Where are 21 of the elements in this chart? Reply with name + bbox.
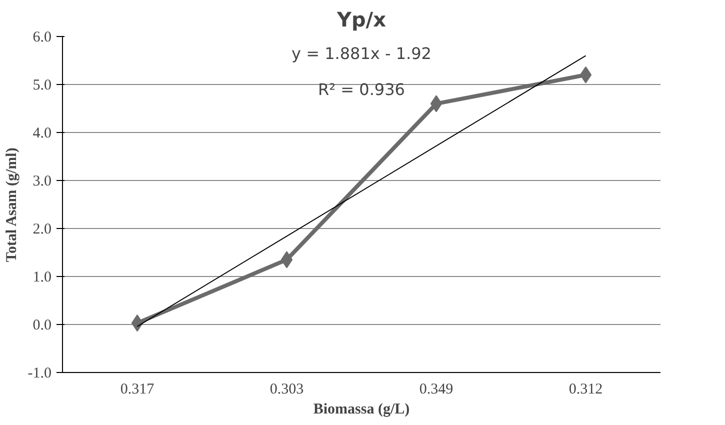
- y-tick-label: 5.0: [32, 78, 52, 94]
- y-tick-label: 2.0: [32, 222, 52, 238]
- annotation: y = 1.881x - 1.92: [292, 44, 432, 63]
- y-tick-label: 6.0: [32, 30, 52, 46]
- y-tick-label: 0.0: [32, 318, 52, 334]
- y-axis-title: Total Asam (g/ml): [4, 148, 20, 262]
- annotation: R² = 0.936: [318, 80, 405, 99]
- x-tick-label: 0.303: [270, 382, 304, 398]
- y-tick-label: 3.0: [32, 174, 52, 190]
- y-tick-label: -1.0: [28, 366, 52, 382]
- point: [580, 66, 592, 84]
- y-tick-label: 4.0: [32, 126, 52, 142]
- chart-title: Yp/x: [336, 8, 386, 32]
- point: [131, 314, 144, 332]
- y-tick-label: 1.0: [32, 270, 52, 286]
- point: [280, 251, 293, 268]
- x-tick-label: 0.312: [568, 382, 603, 398]
- x-axis-title: Biomassa (g/L): [313, 402, 410, 418]
- x-tick-label: 0.317: [120, 382, 155, 398]
- x-tick-label: 0.349: [419, 382, 454, 398]
- point: [430, 95, 442, 112]
